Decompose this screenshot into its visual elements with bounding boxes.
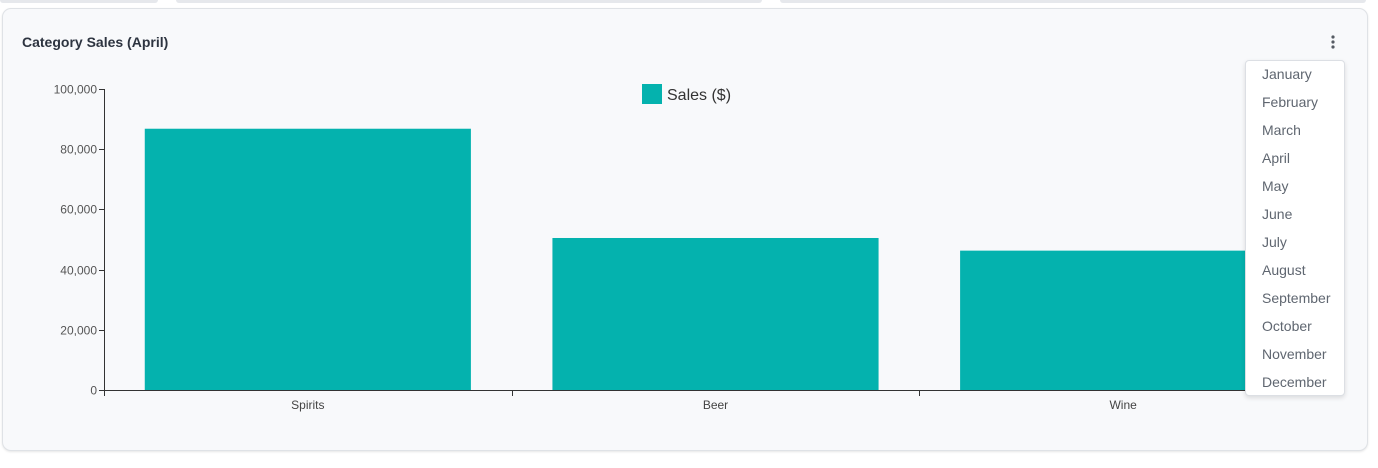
category-sales-chart: 0 20,000 40,000 60,000 80,000 100,000 Spirits B… — [54, 83, 1328, 412]
x-tick-label: Beer — [703, 398, 728, 412]
month-option-july[interactable]: July — [1262, 234, 1287, 250]
legend-label: Sales ($) — [667, 87, 731, 104]
y-tick-label: 80,000 — [60, 143, 97, 157]
month-option-december[interactable]: December — [1262, 374, 1327, 390]
card-menu-button[interactable] — [1322, 31, 1344, 53]
bar-spirits — [144, 128, 471, 390]
month-option-october[interactable]: October — [1262, 318, 1312, 334]
y-tick-label: 100,000 — [54, 83, 98, 97]
month-option-september[interactable]: September — [1262, 290, 1331, 306]
x-tick-label: Spirits — [291, 398, 324, 412]
legend-swatch — [642, 84, 662, 104]
month-option-november[interactable]: November — [1262, 346, 1327, 362]
month-option-august[interactable]: August — [1262, 262, 1306, 278]
previous-card-edge — [176, 0, 762, 3]
bar-beer — [552, 237, 879, 390]
previous-card-edge — [780, 0, 1366, 3]
month-option-march[interactable]: March — [1262, 122, 1301, 138]
x-tick-label: Wine — [1109, 398, 1137, 412]
y-tick-label: 60,000 — [60, 203, 97, 217]
previous-card-edge — [0, 0, 158, 3]
category-sales-card: Category Sales (April) 0 20,000 40,000 60,0… — [2, 8, 1368, 451]
month-option-february[interactable]: February — [1262, 94, 1319, 110]
more-vertical-icon — [1331, 35, 1335, 49]
y-tick-label: 20,000 — [60, 324, 97, 338]
month-option-may[interactable]: May — [1262, 178, 1289, 194]
y-tick-label: 0 — [90, 384, 97, 398]
card-title: Category Sales (April) — [22, 34, 169, 50]
bar-wine — [960, 250, 1287, 390]
month-option-april[interactable]: April — [1262, 150, 1291, 166]
month-dropdown-menu: January February March April May June July Augu… — [1245, 60, 1345, 396]
month-option-june[interactable]: June — [1262, 206, 1293, 222]
y-tick-label: 40,000 — [60, 264, 97, 278]
month-option-january[interactable]: January — [1262, 66, 1312, 82]
